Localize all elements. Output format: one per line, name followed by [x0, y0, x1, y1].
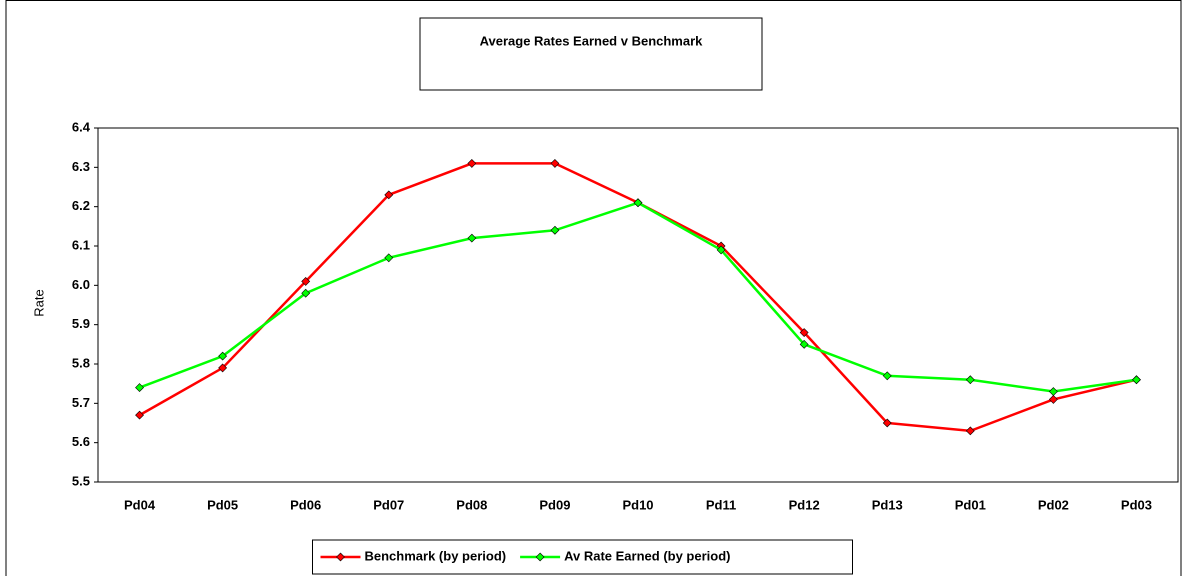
- y-tick-label: 6.3: [72, 159, 90, 174]
- marker: [301, 276, 311, 286]
- legend-label: Benchmark (by period): [365, 548, 507, 563]
- marker: [135, 383, 144, 393]
- x-tick-label: Pd11: [706, 497, 736, 512]
- y-tick-label: 5.6: [72, 434, 90, 449]
- y-tick-label: 5.8: [72, 355, 90, 370]
- marker: [218, 363, 228, 373]
- x-tick-label: Pd05: [207, 497, 238, 512]
- marker: [716, 245, 726, 255]
- marker: [218, 351, 228, 361]
- chart-title: Average Rates Earned v Benchmark: [480, 33, 704, 48]
- y-tick-label: 5.5: [72, 473, 90, 488]
- x-tick-label: Pd09: [539, 497, 570, 512]
- legend-marker: [336, 552, 345, 562]
- marker: [384, 253, 394, 263]
- marker: [1048, 394, 1058, 404]
- legend-label: Av Rate Earned (by period): [564, 548, 730, 563]
- marker: [1048, 387, 1058, 396]
- marker: [1132, 375, 1141, 385]
- marker: [965, 375, 975, 385]
- y-tick-label: 6.2: [72, 198, 90, 213]
- x-tick-label: Pd02: [1038, 497, 1069, 512]
- marker: [467, 158, 477, 168]
- x-tick-label: Pd08: [456, 497, 487, 512]
- marker: [882, 418, 892, 428]
- x-tick-label: Pd04: [124, 497, 156, 512]
- x-tick-label: Pd10: [622, 497, 653, 512]
- title-box: [419, 17, 763, 91]
- marker: [882, 371, 892, 381]
- marker: [799, 339, 809, 349]
- y-tick-label: 5.7: [72, 395, 90, 410]
- marker: [550, 158, 560, 168]
- y-tick-label: 5.9: [72, 316, 90, 331]
- legend-box: [312, 539, 853, 575]
- y-tick-label: 6.4: [72, 119, 91, 134]
- y-tick-label: 6.0: [72, 277, 90, 292]
- marker: [135, 410, 144, 420]
- marker: [550, 225, 560, 235]
- marker: [384, 190, 394, 200]
- x-tick-label: Pd13: [872, 497, 903, 512]
- chart-frame: [5, 0, 1182, 581]
- y-tick-label: 6.1: [72, 237, 90, 252]
- legend-marker: [535, 552, 545, 562]
- plot-area: [97, 127, 1179, 483]
- x-tick-label: Pd07: [373, 497, 404, 512]
- marker: [799, 328, 809, 337]
- marker: [301, 288, 311, 298]
- x-tick-label: Pd01: [955, 497, 986, 512]
- marker: [633, 198, 643, 208]
- x-tick-label: Pd03: [1121, 497, 1152, 512]
- marker: [965, 426, 975, 436]
- y-axis-label: Rate: [31, 289, 46, 316]
- x-tick-label: Pd06: [290, 497, 321, 512]
- x-tick-label: Pd12: [789, 497, 820, 512]
- marker: [467, 233, 477, 243]
